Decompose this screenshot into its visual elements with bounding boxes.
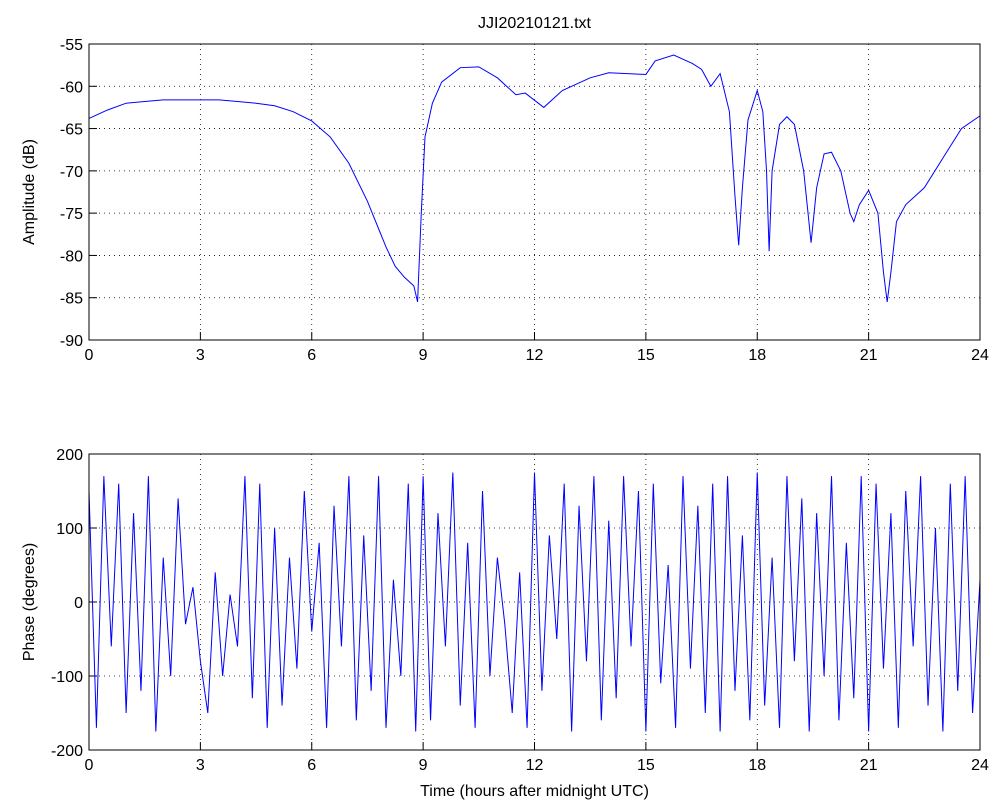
- axes-frame: [88, 43, 981, 341]
- y-tick-label: -200: [51, 743, 83, 760]
- axes-frame: [88, 453, 981, 751]
- data-line: [88, 472, 981, 732]
- y-tick-label: -100: [51, 669, 83, 686]
- y-tick-label: -65: [60, 122, 83, 139]
- x-tick-label: 12: [526, 757, 544, 774]
- x-tick-label: 21: [860, 757, 878, 774]
- data-line: [88, 54, 981, 303]
- x-tick-label: 3: [196, 347, 205, 364]
- x-tick-label: 3: [196, 757, 205, 774]
- x-tick-label: 6: [307, 757, 316, 774]
- y-axis-label: Amplitude (dB): [21, 139, 38, 245]
- x-tick-label: 15: [637, 347, 655, 364]
- y-tick-label: 100: [56, 521, 83, 538]
- x-tick-label: 6: [307, 347, 316, 364]
- y-tick-label: -80: [60, 248, 83, 265]
- y-tick-label: -75: [60, 206, 83, 223]
- x-tick-label: 0: [85, 757, 94, 774]
- x-axis-label: Time (hours after midnight UTC): [420, 783, 649, 800]
- x-tick-label: 12: [526, 347, 544, 364]
- x-tick-label: 9: [419, 347, 428, 364]
- y-tick-label: -55: [60, 37, 83, 54]
- y-tick-label: -85: [60, 291, 83, 308]
- y-tick-label: 0: [74, 595, 83, 612]
- y-tick-label: 200: [56, 447, 83, 464]
- y-axis-label: Phase (degrees): [21, 543, 38, 661]
- chart-title: JJI20210121.txt: [478, 15, 592, 32]
- y-tick-label: -90: [60, 333, 83, 350]
- x-tick-label: 15: [637, 757, 655, 774]
- x-tick-label: 24: [971, 757, 989, 774]
- x-tick-label: 9: [419, 757, 428, 774]
- x-tick-label: 18: [748, 757, 766, 774]
- x-tick-label: 18: [748, 347, 766, 364]
- x-tick-label: 21: [860, 347, 878, 364]
- y-tick-label: -70: [60, 164, 83, 181]
- plot-area: [89, 44, 980, 340]
- x-tick-label: 0: [85, 347, 94, 364]
- x-tick-label: 24: [971, 347, 989, 364]
- y-tick-label: -60: [60, 79, 83, 96]
